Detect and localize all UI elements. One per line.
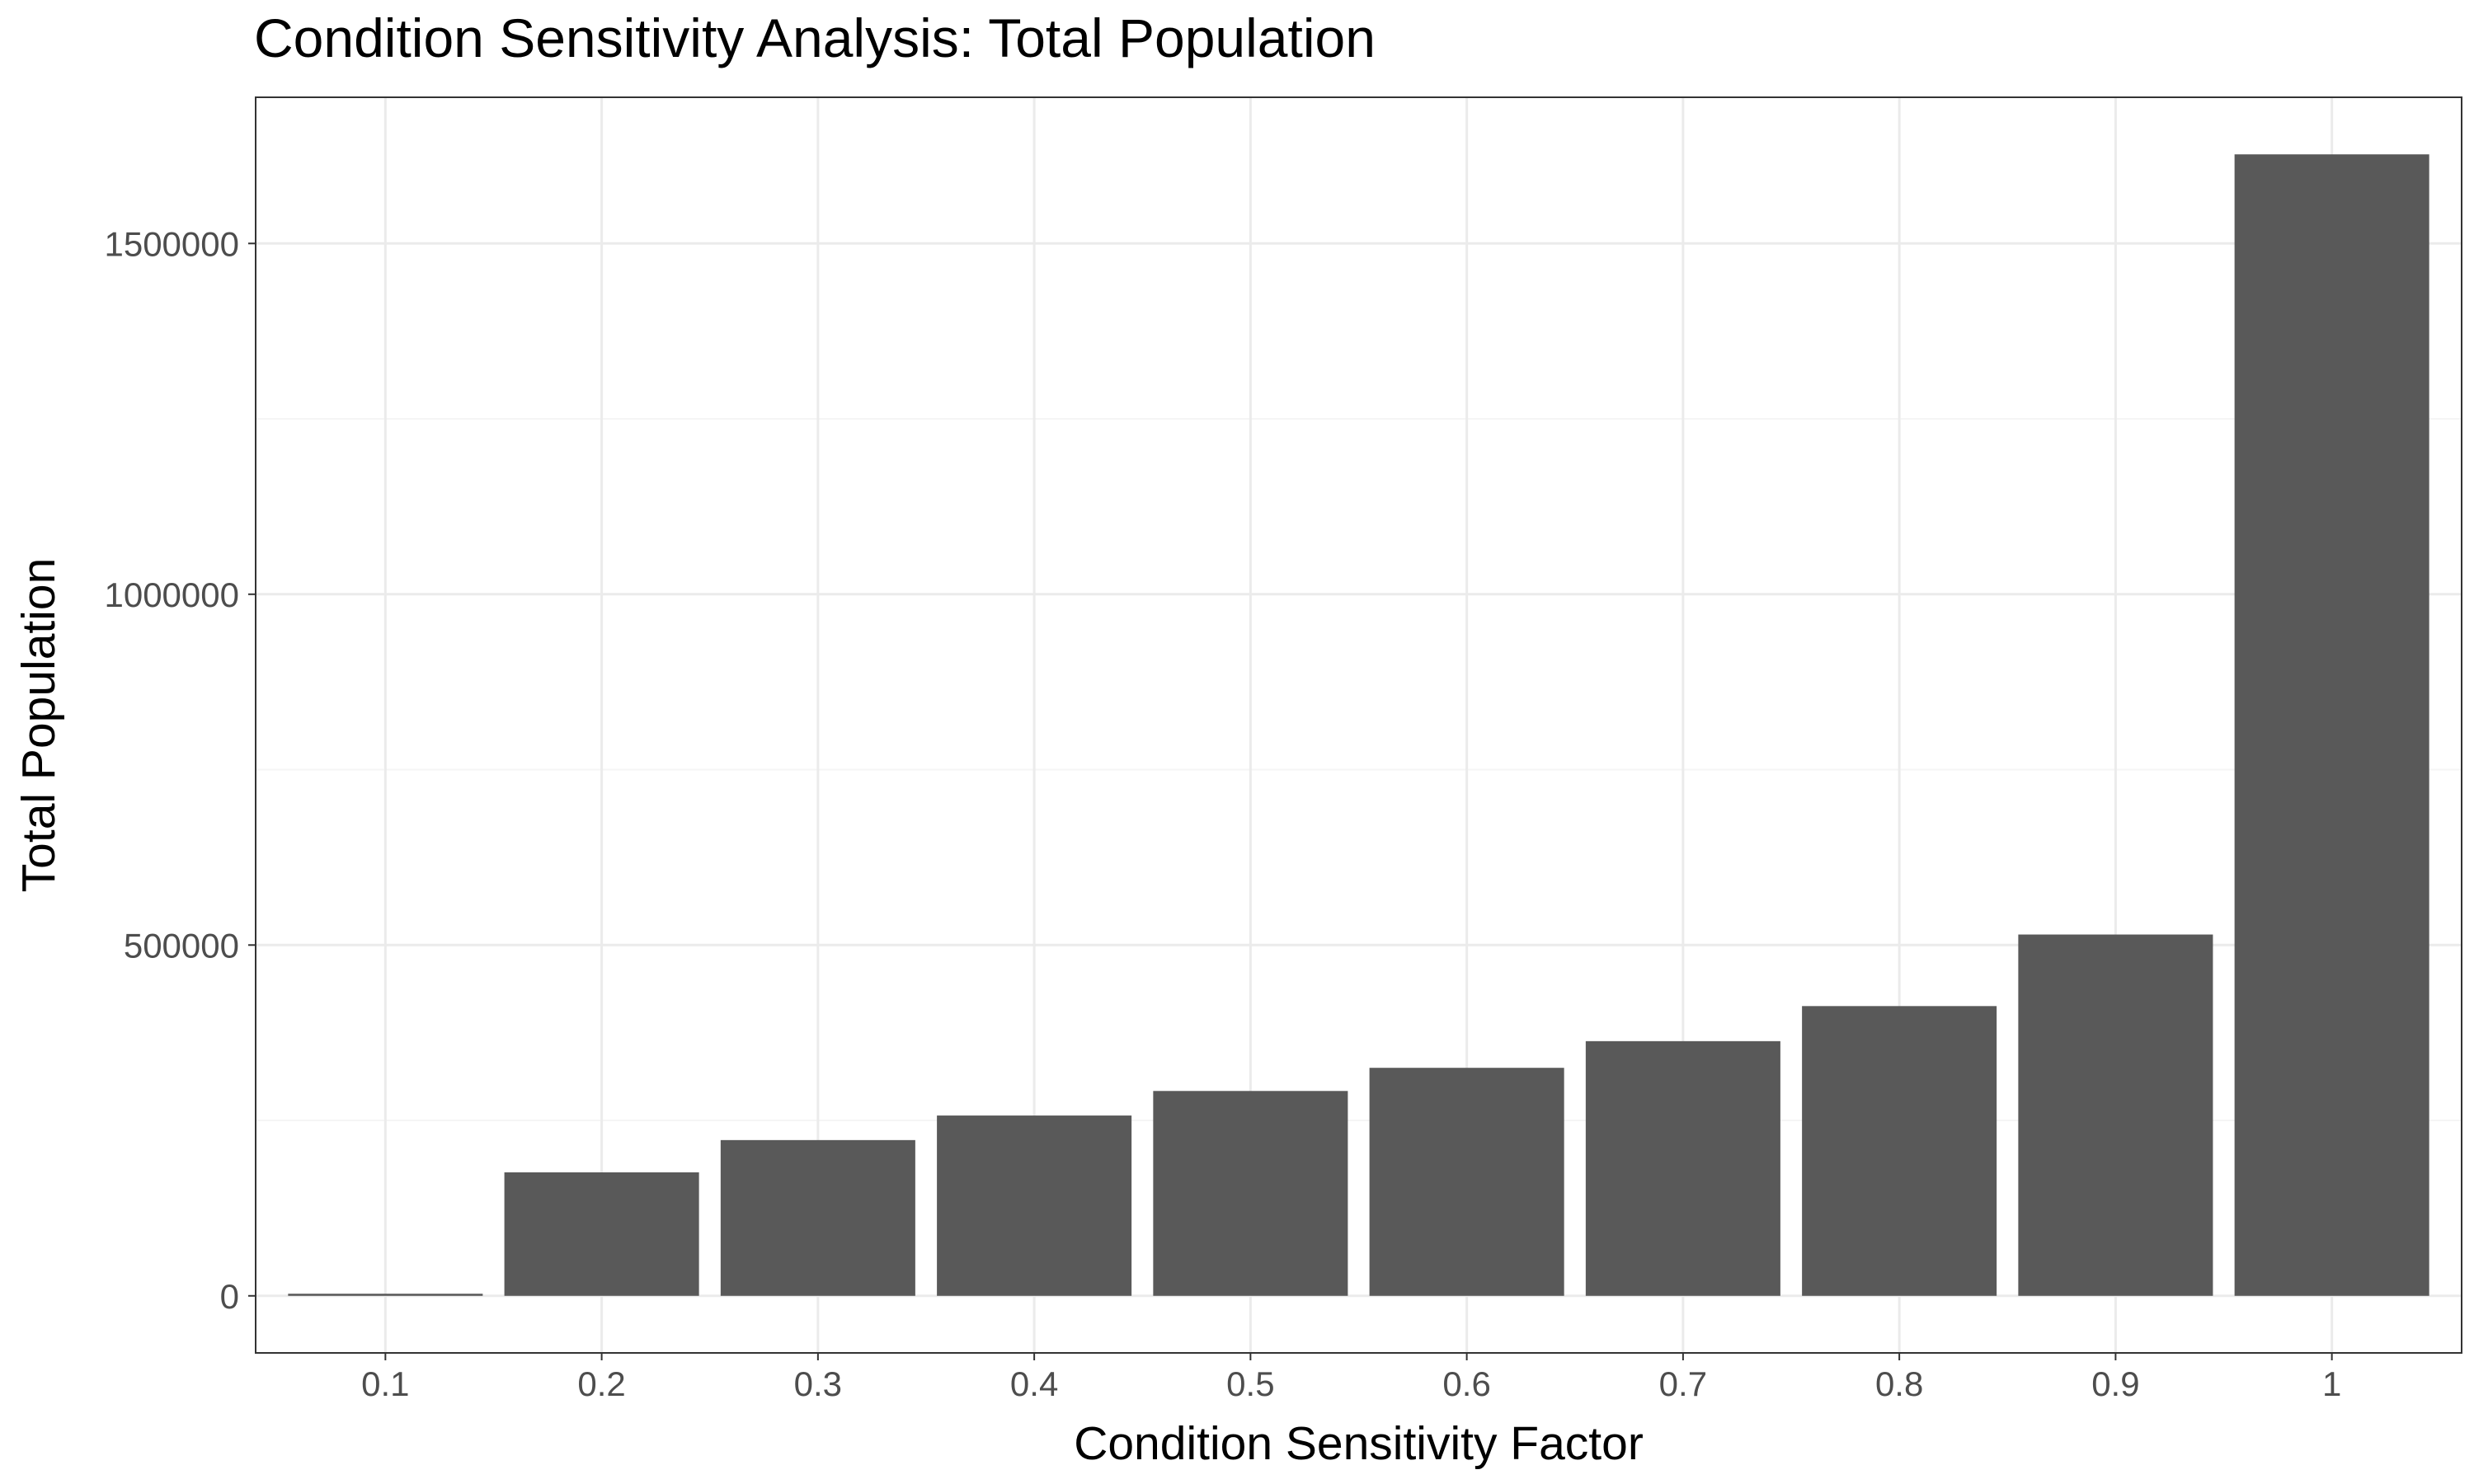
- x-tick-label: 0.6: [1442, 1364, 1490, 1403]
- bar-1: [2234, 154, 2429, 1296]
- y-tick-label: 1500000: [104, 224, 239, 263]
- bar-0.2: [504, 1172, 699, 1296]
- bars: [288, 154, 2429, 1296]
- x-tick-label: 0.3: [794, 1364, 842, 1403]
- bar-0.9: [2018, 934, 2213, 1296]
- bar-0.1: [288, 1294, 483, 1296]
- bar-0.5: [1153, 1091, 1348, 1296]
- x-tick-label: 0.7: [1659, 1364, 1707, 1403]
- x-tick-label: 0.5: [1226, 1364, 1274, 1403]
- x-tick-label: 0.1: [361, 1364, 409, 1403]
- y-axis-title: Total Population: [12, 558, 65, 893]
- x-tick-label: 0.4: [1010, 1364, 1058, 1403]
- chart-title: Condition Sensitivity Analysis: Total Po…: [254, 7, 1376, 68]
- bar-0.4: [937, 1115, 1132, 1296]
- x-tick-label: 1: [2322, 1364, 2341, 1403]
- y-tick-label: 500000: [124, 926, 239, 965]
- y-tick-label: 1000000: [104, 575, 239, 614]
- x-tick-label: 0.8: [1875, 1364, 1923, 1403]
- axis-ticks: 0 500000 1000000 1500000 0.1 0.2 0.3 0.4 0.5 0.6 0…: [104, 224, 2341, 1403]
- bar-0.7: [1585, 1040, 1780, 1296]
- y-tick-label: 0: [220, 1277, 239, 1316]
- x-tick-label: 0.2: [577, 1364, 625, 1403]
- bar-0.3: [720, 1139, 915, 1296]
- bar-0.6: [1369, 1068, 1564, 1296]
- x-tick-label: 0.9: [2091, 1364, 2139, 1403]
- panel-border: [255, 96, 2462, 1354]
- bar-0.8: [1802, 1006, 1997, 1296]
- x-axis-title: Condition Sensitivity Factor: [1074, 1417, 1644, 1470]
